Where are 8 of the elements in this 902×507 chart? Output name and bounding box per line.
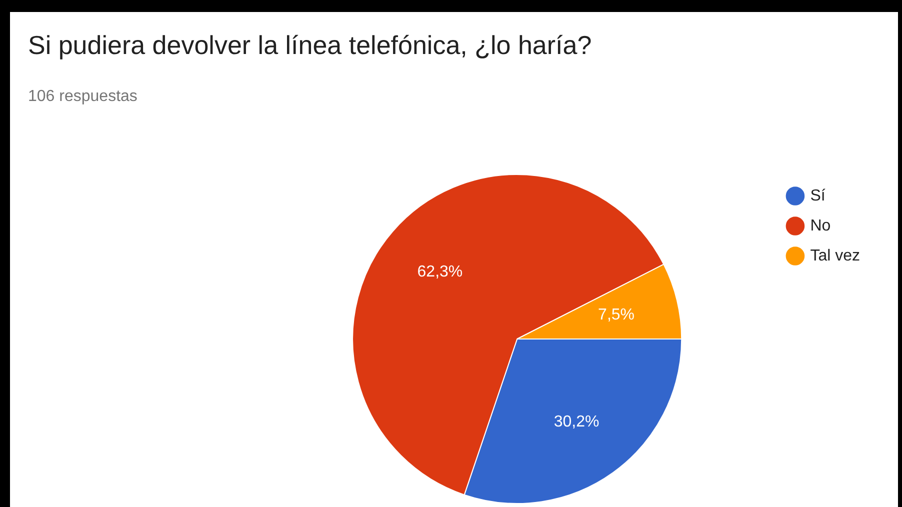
legend-label: Tal vez — [810, 247, 860, 264]
data-label: 30,2% — [554, 413, 600, 430]
text: 106 respuestas — [28, 88, 138, 106]
data-label: 7,5% — [598, 306, 635, 324]
legend-label: No — [810, 217, 831, 234]
chart-title: Si pudiera devolver la línea telefónica, ¿lo haría? — [28, 30, 592, 61]
legend-label: Sí — [810, 187, 826, 204]
data-label: 62,3% — [417, 264, 463, 281]
